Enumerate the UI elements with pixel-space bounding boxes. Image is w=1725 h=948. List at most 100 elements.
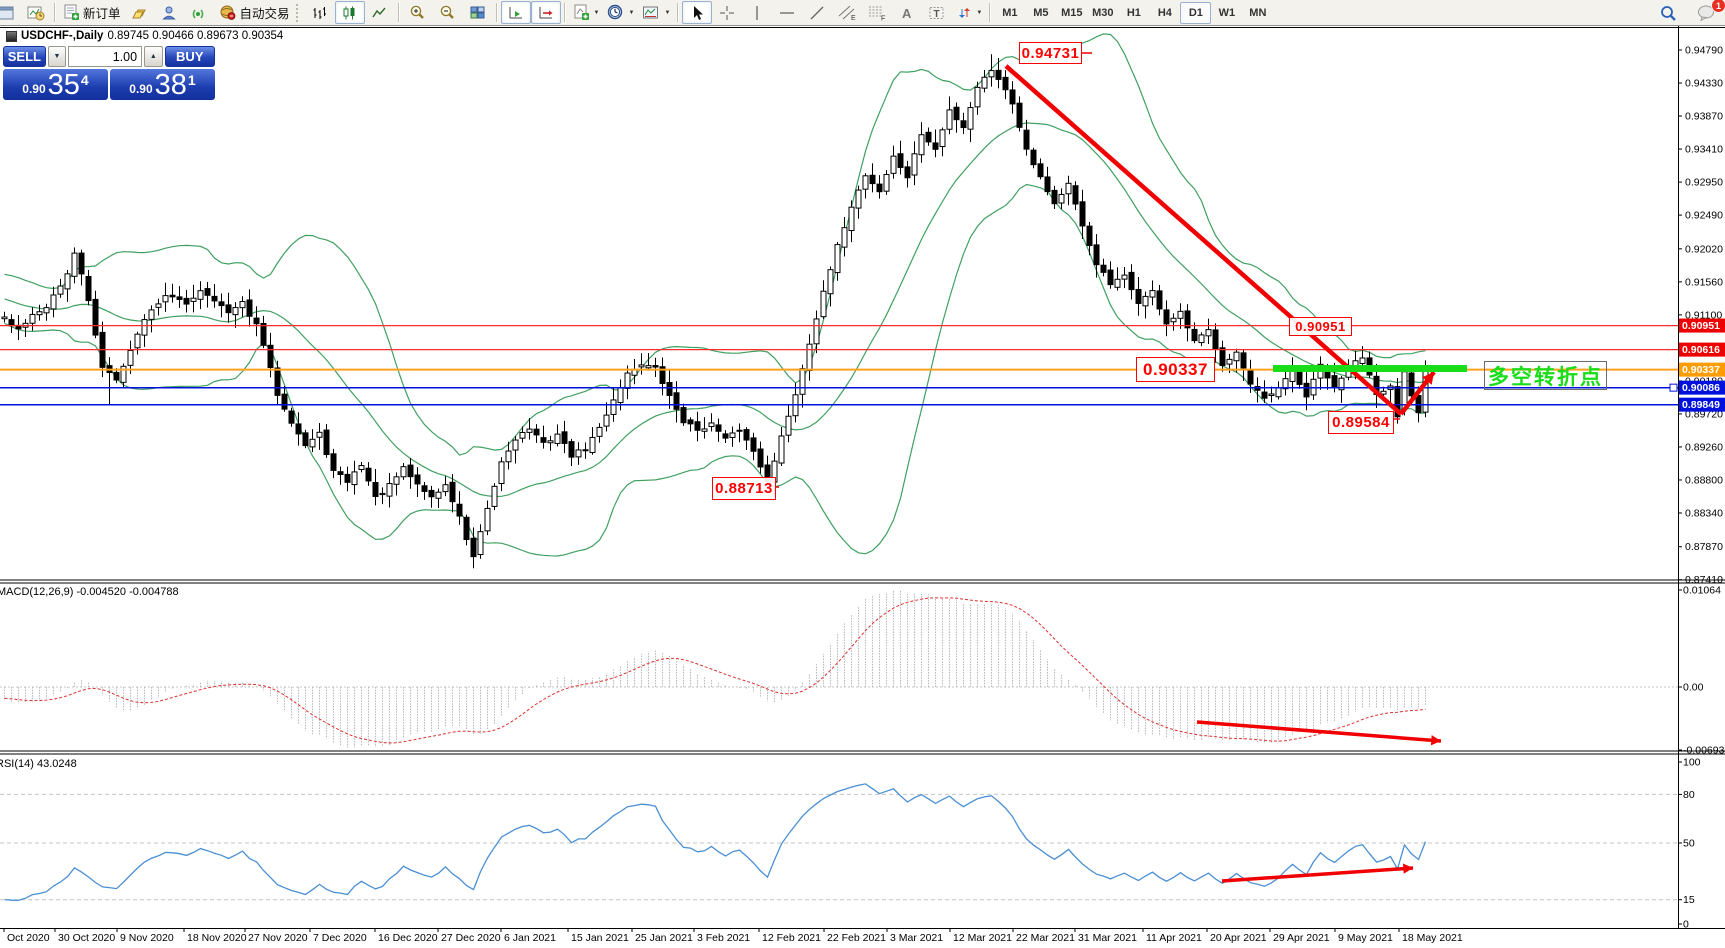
channel-tool-button[interactable]: E: [832, 1, 862, 24]
svg-text:7 Dec 2020: 7 Dec 2020: [313, 932, 367, 944]
rsi-indicator: [0, 783, 1678, 902]
chat-bubble-icon: [1697, 5, 1714, 21]
timeframe-button-m30[interactable]: M30: [1092, 6, 1114, 19]
svg-text:18 Nov 2020: 18 Nov 2020: [187, 932, 247, 944]
svg-text:0.90337: 0.90337: [1682, 364, 1720, 376]
timeframe-button-h1[interactable]: H1: [1126, 6, 1141, 19]
svg-text:22 Feb 2021: 22 Feb 2021: [827, 932, 886, 944]
macd-indicator: [0, 590, 1678, 748]
auto-trading-button[interactable]: 自动交易: [215, 1, 294, 24]
volume-decrease-button[interactable]: ▼: [47, 46, 67, 67]
price-callout-label: 0.94731: [1019, 42, 1082, 64]
chart-shift-button[interactable]: [530, 1, 561, 24]
gold-icon[interactable]: [125, 1, 155, 24]
trendline-tool-button[interactable]: [802, 1, 832, 24]
svg-text:0.94330: 0.94330: [1685, 78, 1723, 90]
new-order-button[interactable]: 新订单: [59, 1, 125, 24]
fibonacci-tool-button[interactable]: F: [862, 1, 892, 24]
timeframe-button-m15[interactable]: M15: [1061, 6, 1083, 19]
svg-text:0.90086: 0.90086: [1682, 382, 1720, 394]
chevron-down-icon: ▼: [628, 9, 635, 16]
main-toolbar: 新订单 自动交易 ▼ ▼: [0, 0, 1725, 26]
sell-price-big: 35: [47, 69, 80, 101]
indicators-button[interactable]: ▼: [569, 1, 604, 24]
toolbar-separator: [677, 3, 680, 22]
svg-text:0.90951: 0.90951: [1682, 320, 1720, 332]
timeframe-button-h4[interactable]: H4: [1157, 6, 1172, 19]
timeframe-button-m1[interactable]: M1: [1002, 6, 1018, 19]
svg-text:29 Apr 2021: 29 Apr 2021: [1273, 932, 1330, 944]
svg-text:0.91560: 0.91560: [1685, 276, 1723, 288]
buy-price-pip: 1: [187, 72, 196, 88]
buy-price-display[interactable]: 0.90 38 1: [110, 69, 215, 100]
text-tool-button[interactable]: A: [892, 1, 922, 24]
svg-text:0.87870: 0.87870: [1685, 541, 1723, 553]
sell-price-prefix: 0.90: [22, 82, 46, 96]
timeframe-button-mn[interactable]: MN: [1249, 6, 1267, 19]
window-icon[interactable]: [0, 1, 21, 24]
text-label-tool-button[interactable]: T: [922, 1, 952, 24]
svg-text:-0.006934: -0.006934: [1683, 745, 1725, 757]
templates-button[interactable]: ▼: [638, 1, 674, 24]
macd-signal-line: [4, 597, 1426, 744]
svg-text:0.00: 0.00: [1683, 682, 1704, 694]
line-chart-button[interactable]: [365, 1, 395, 24]
contacts-icon[interactable]: [155, 1, 185, 24]
svg-text:12 Feb 2021: 12 Feb 2021: [762, 932, 821, 944]
new-chart-icon[interactable]: [21, 1, 51, 24]
red-trend-arrows: [774, 52, 1442, 883]
svg-text:Oct 2020: Oct 2020: [7, 932, 50, 944]
auto-scroll-button[interactable]: [500, 1, 531, 24]
tile-windows-button[interactable]: [463, 1, 493, 24]
price-callout-label: 0.88713: [712, 477, 776, 500]
macd-indicator-label: MACD(12,26,9) -0.004520 -0.004788: [0, 586, 179, 598]
toolbar-separator: [54, 3, 56, 22]
crosshair-tool-button[interactable]: [712, 1, 742, 24]
horizontal-line-tool-button[interactable]: [772, 1, 802, 24]
bar-chart-button[interactable]: [305, 1, 335, 24]
toolbar-separator: [989, 3, 992, 22]
toolbar-grip: [295, 3, 303, 22]
search-button[interactable]: [1653, 1, 1683, 24]
cursor-tool-button[interactable]: [682, 1, 713, 24]
symbol-period-label: USDCHF-,Daily: [21, 30, 104, 42]
turning-point-text: 多空转折点: [1488, 365, 1603, 389]
svg-text:15: 15: [1683, 894, 1695, 906]
periods-button[interactable]: ▼: [603, 1, 638, 24]
notifications-button[interactable]: 1: [1691, 0, 1725, 24]
svg-text:3 Mar 2021: 3 Mar 2021: [890, 932, 943, 944]
price-badge: [1679, 362, 1725, 377]
candlestick-chart-button[interactable]: [334, 1, 365, 24]
sell-button[interactable]: SELL: [3, 46, 46, 67]
svg-text:3 Feb 2021: 3 Feb 2021: [697, 932, 750, 944]
svg-text:0.89260: 0.89260: [1685, 441, 1723, 453]
crosshair-icon: [720, 5, 735, 20]
timeframe-button-w1[interactable]: W1: [1218, 6, 1236, 19]
volume-input[interactable]: 1.00: [68, 46, 143, 67]
svg-text:6 Jan 2021: 6 Jan 2021: [504, 932, 556, 944]
timeframe-button-m5[interactable]: M5: [1033, 6, 1049, 19]
volume-increase-button[interactable]: ▲: [144, 46, 163, 67]
cursor-icon: [693, 5, 703, 20]
timeframe-toolbar: M1 M5 M15 M30 H1 H4 D1 W1 MN: [994, 1, 1273, 24]
one-click-trading-panel: SELL ▼ 1.00 ▲ BUY 0.90 35 4 0.90 38 1: [3, 46, 216, 100]
svg-text:9 Nov 2020: 9 Nov 2020: [120, 932, 174, 944]
chevron-down-icon: ▼: [593, 9, 600, 16]
price-axis: 0.94790 0.94330 0.93870 0.93410 0.92950 0.924…: [1669, 45, 1725, 931]
buy-button[interactable]: BUY: [164, 46, 216, 67]
zoom-in-button[interactable]: [403, 1, 433, 24]
svg-text:15 Jan 2021: 15 Jan 2021: [571, 932, 629, 944]
sell-price-display[interactable]: 0.90 35 4: [3, 69, 108, 100]
chart-window-title: USDCHF-,Daily 0.89745 0.90466 0.89673 0.…: [6, 30, 283, 42]
vertical-line-tool-button[interactable]: [742, 1, 772, 24]
indicators-icon: [574, 4, 589, 20]
signal-icon[interactable]: [185, 1, 215, 24]
auto-trading-icon: [220, 5, 235, 20]
arrows-tool-button[interactable]: ▼: [952, 1, 986, 24]
svg-text:0.90616: 0.90616: [1682, 344, 1720, 356]
zoom-out-button[interactable]: [433, 1, 463, 24]
macd-trend-arrow: [1196, 720, 1442, 743]
timeframe-button-d1[interactable]: D1: [1180, 1, 1212, 24]
